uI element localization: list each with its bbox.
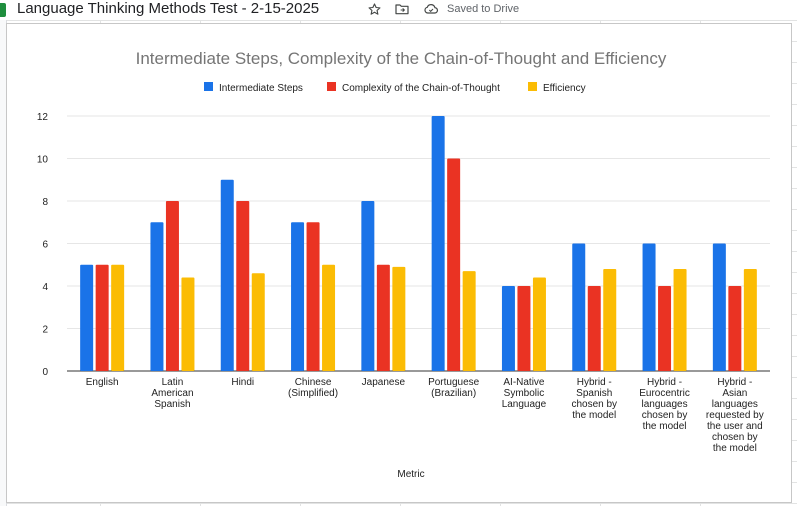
bar-2-9[interactable] (658, 286, 672, 371)
bar-1-4[interactable] (291, 222, 305, 371)
bar-3-8[interactable] (603, 269, 617, 371)
bar-group-2 (150, 201, 195, 372)
bar-2-5[interactable] (376, 264, 390, 371)
x-tick-label: Hybrid -Eurocentric languages chosen by the… (639, 377, 690, 432)
star-icon[interactable] (366, 1, 382, 17)
y-tick-label: 12 (37, 112, 49, 123)
y-tick-label: 8 (42, 197, 48, 208)
chart-bars (80, 116, 757, 371)
bar-3-3[interactable] (251, 273, 265, 371)
bar-1-10[interactable] (712, 243, 726, 372)
bar-group-1 (80, 264, 125, 371)
y-tick-label: 2 (42, 325, 48, 336)
bar-group-8 (572, 243, 617, 372)
bar-3-1[interactable] (111, 264, 125, 371)
x-tick-label: AI-Native Symbolic Language (502, 377, 547, 410)
chart-card[interactable]: Intermediate Steps, Complexity of the Ch… (6, 23, 792, 503)
bar-group-4 (291, 222, 336, 371)
bar-1-9[interactable] (642, 243, 656, 372)
chart-legend: Intermediate Steps Complexity of the Chai… (204, 82, 586, 94)
y-tick-label: 10 (37, 155, 49, 166)
bar-3-2[interactable] (181, 277, 195, 372)
legend-label: Intermediate Steps (219, 83, 303, 94)
legend-label: Complexity of the Chain-of-Thought (342, 83, 500, 94)
bar-2-6[interactable] (447, 158, 461, 372)
x-tick-label: English (86, 377, 119, 388)
x-axis-ticks: English Latin American Spanish Hindi Chinese(… (86, 377, 764, 454)
legend-item-1[interactable]: Intermediate Steps (204, 82, 303, 94)
bar-group-6 (431, 116, 476, 372)
bar-2-7[interactable] (517, 286, 531, 371)
bar-3-4[interactable] (322, 264, 336, 371)
bar-1-8[interactable] (572, 243, 586, 372)
chart-title: Intermediate Steps, Complexity of the Ch… (136, 49, 667, 68)
bar-group-5 (361, 201, 406, 371)
bar-3-7[interactable] (532, 277, 546, 372)
bar-2-8[interactable] (587, 286, 601, 371)
bar-1-3[interactable] (220, 179, 234, 371)
bar-3-9[interactable] (673, 269, 687, 371)
y-axis-ticks: 0 2 4 6 8 10 12 (37, 112, 49, 378)
bar-1-5[interactable] (361, 201, 375, 371)
bar-2-2[interactable] (165, 201, 179, 371)
legend-item-3[interactable]: Efficiency (528, 82, 586, 94)
bar-1-7[interactable] (501, 286, 515, 371)
bar-group-9 (642, 243, 687, 372)
bar-1-1[interactable] (80, 264, 94, 371)
bar-2-1[interactable] (95, 264, 109, 371)
y-tick-label: 4 (42, 282, 48, 293)
bar-3-5[interactable] (392, 266, 406, 371)
bar-3-6[interactable] (462, 271, 476, 371)
legend-label: Efficiency (543, 83, 586, 94)
x-tick-label: Chinese (Simplified) (288, 377, 338, 399)
x-tick-label: Japanese (362, 377, 406, 388)
bar-1-6[interactable] (431, 116, 445, 371)
bar-group-3 (220, 179, 265, 371)
bar-2-4[interactable] (306, 222, 320, 371)
x-axis-title: Metric (397, 469, 424, 480)
x-tick-label: Hindi (231, 377, 254, 388)
sheets-logo-icon[interactable] (0, 3, 6, 17)
x-tick-label: Portuguese (Brazilian) (428, 377, 480, 399)
cloud-saved-icon[interactable] (423, 1, 439, 17)
bar-2-3[interactable] (236, 201, 250, 371)
bar-group-10 (712, 243, 757, 372)
legend-swatch (528, 82, 537, 91)
move-to-folder-icon[interactable] (394, 1, 410, 17)
x-tick-label: Hybrid -Asian languages requested by the us… (706, 377, 764, 454)
x-tick-label: Latin American Spanish (151, 377, 193, 410)
y-tick-label: 6 (42, 240, 48, 251)
document-title[interactable]: Language Thinking Methods Test - 2-15-20… (17, 0, 320, 17)
legend-swatch (327, 82, 336, 91)
app-top-bar: Language Thinking Methods Test - 2-15-20… (0, 0, 797, 20)
chart-svg: Intermediate Steps, Complexity of the Ch… (37, 49, 770, 480)
save-status: Saved to Drive (447, 3, 520, 15)
legend-item-2[interactable]: Complexity of the Chain-of-Thought (327, 82, 500, 94)
x-tick-label: Hybrid -Spanish chosen by the model (571, 377, 617, 421)
bar-1-2[interactable] (150, 222, 164, 371)
bar-3-10[interactable] (743, 269, 757, 371)
legend-swatch (204, 82, 213, 91)
y-tick-label: 0 (42, 367, 48, 378)
bar-group-7 (501, 277, 546, 372)
bar-2-10[interactable] (728, 286, 742, 371)
